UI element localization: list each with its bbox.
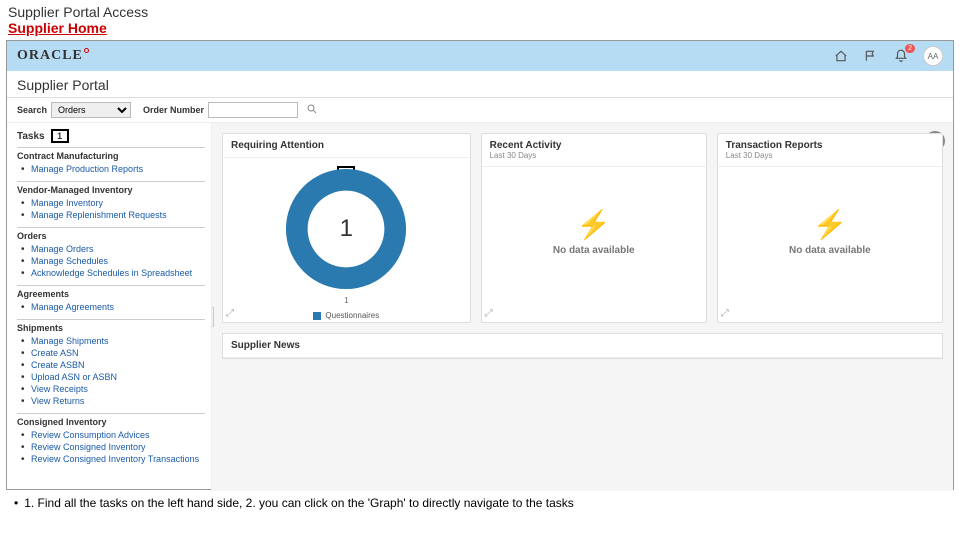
no-data-text: No data available (553, 245, 635, 256)
legend-swatch (313, 312, 321, 320)
flag-icon[interactable] (863, 48, 879, 64)
task-link[interactable]: Manage Schedules (31, 256, 108, 266)
search-icon[interactable] (306, 103, 318, 117)
task-link[interactable]: Manage Production Reports (31, 164, 143, 174)
task-group-header: Contract Manufacturing (17, 147, 205, 161)
sidebar: Tasks 1 Contract Manufacturing Manage Pro… (7, 123, 212, 491)
home-icon[interactable] (833, 48, 849, 64)
order-number-label: Order Number (143, 105, 204, 115)
task-link[interactable]: Manage Orders (31, 244, 94, 254)
tasks-header: Tasks 1 (17, 129, 205, 143)
page-title: Supplier Portal (7, 71, 953, 98)
task-item: View Receipts (21, 384, 205, 395)
expand-icon[interactable]: ⤢ (485, 308, 493, 319)
card-title: Recent Activity Last 30 Days (482, 134, 706, 167)
task-group-header: Vendor-Managed Inventory (17, 181, 205, 195)
card-subtitle: Last 30 Days (726, 151, 934, 160)
callout-1: 1 (51, 129, 69, 143)
task-link[interactable]: Review Consigned Inventory Transactions (31, 454, 199, 464)
task-item: Manage Agreements (21, 302, 205, 313)
footnote: •1. Find all the tasks on the left hand … (0, 490, 960, 512)
task-link[interactable]: Review Consigned Inventory (31, 442, 146, 452)
bolt-icon: ⚡ (812, 208, 847, 241)
task-item: Review Consigned Inventory Transactions (21, 454, 205, 465)
card-title: Requiring Attention (223, 134, 470, 158)
notification-badge: 2 (905, 44, 915, 53)
chart-legend: Questionnaires (313, 311, 379, 320)
task-group-header: Consigned Inventory (17, 413, 205, 427)
task-item: Create ASBN (21, 360, 205, 371)
task-item: Manage Replenishment Requests (21, 210, 205, 221)
task-item: Manage Inventory (21, 198, 205, 209)
task-group-header: Shipments (17, 319, 205, 333)
task-group-header: Agreements (17, 285, 205, 299)
expand-icon[interactable]: ⤢ (226, 308, 234, 319)
task-link[interactable]: Create ASN (31, 348, 79, 358)
task-link[interactable]: Manage Replenishment Requests (31, 210, 167, 220)
splitter-handle[interactable] (212, 307, 214, 327)
no-data-text: No data available (789, 245, 871, 256)
task-link[interactable]: Review Consumption Advices (31, 430, 150, 440)
task-link[interactable]: View Receipts (31, 384, 88, 394)
task-item: Manage Shipments (21, 336, 205, 347)
task-link[interactable]: View Returns (31, 396, 84, 406)
donut-center-value: 1 (340, 215, 353, 243)
legend-label: Questionnaires (325, 311, 379, 320)
task-link[interactable]: Create ASBN (31, 360, 85, 370)
search-type-select[interactable]: Orders (51, 102, 131, 118)
task-link[interactable]: Upload ASN or ASBN (31, 372, 117, 382)
avatar[interactable]: AA (923, 46, 943, 66)
order-number-input[interactable] (208, 102, 298, 118)
recent-activity-card: Recent Activity Last 30 Days ⚡ No data a… (481, 133, 707, 323)
card-subtitle: Last 30 Days (490, 151, 698, 160)
task-link[interactable]: Manage Inventory (31, 198, 103, 208)
task-item: Manage Production Reports (21, 164, 205, 175)
task-link[interactable]: Acknowledge Schedules in Spreadsheet (31, 268, 192, 278)
search-bar: Search Orders Order Number (7, 98, 953, 123)
search-label: Search (17, 105, 47, 115)
task-group-header: Orders (17, 227, 205, 241)
requiring-attention-card: Requiring Attention 2 1 1 (222, 133, 471, 323)
task-item: Manage Orders (21, 244, 205, 255)
task-item: Review Consigned Inventory (21, 442, 205, 453)
bell-icon[interactable]: 2 (893, 48, 909, 64)
oracle-logo[interactable]: ORACLE (17, 48, 89, 64)
task-item: Acknowledge Schedules in Spreadsheet (21, 268, 205, 279)
task-item: Review Consumption Advices (21, 430, 205, 441)
bolt-icon: ⚡ (576, 208, 611, 241)
doc-title: Supplier Portal Access (0, 0, 960, 20)
main-content: Requiring Attention 2 1 1 (212, 123, 953, 491)
transaction-reports-card: Transaction Reports Last 30 Days ⚡ No da… (717, 133, 943, 323)
task-link[interactable]: Manage Agreements (31, 302, 114, 312)
topbar-icons: 2 AA (833, 46, 943, 66)
doc-subtitle: Supplier Home (0, 20, 960, 40)
task-item: Manage Schedules (21, 256, 205, 267)
expand-icon[interactable]: ⤢ (721, 308, 729, 319)
task-item: Upload ASN or ASBN (21, 372, 205, 383)
card-title: Transaction Reports Last 30 Days (718, 134, 942, 167)
topbar: ORACLE 2 AA (7, 41, 953, 71)
task-item: Create ASN (21, 348, 205, 359)
tasks-label: Tasks (17, 131, 45, 142)
task-item: View Returns (21, 396, 205, 407)
donut-axis-label: 1 (344, 296, 348, 305)
supplier-news-card: Supplier News (222, 333, 943, 359)
donut-chart[interactable]: 1 (281, 164, 411, 294)
card-title: Supplier News (223, 334, 942, 358)
app-frame: ORACLE 2 AA Supplier Portal Search Order… (6, 40, 954, 490)
task-link[interactable]: Manage Shipments (31, 336, 109, 346)
